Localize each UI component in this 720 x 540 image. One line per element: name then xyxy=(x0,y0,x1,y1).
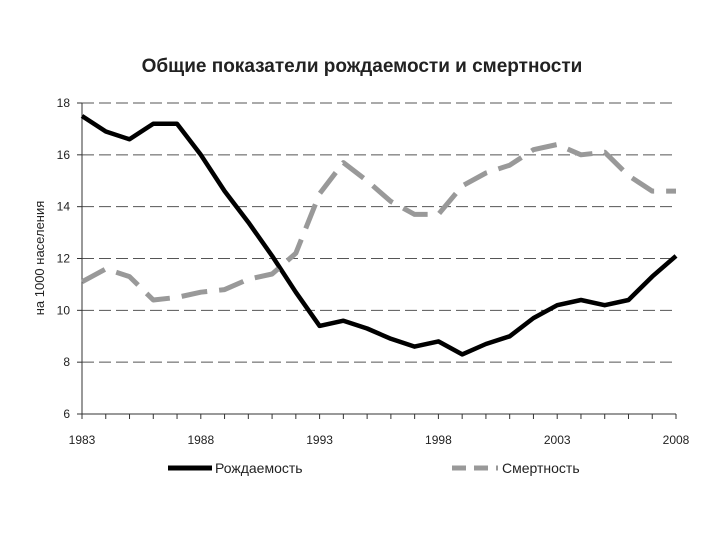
series-line-deaths xyxy=(80,142,676,303)
legend-label-deaths: Смертность xyxy=(502,460,580,476)
y-axis-label: на 1000 населения xyxy=(32,201,47,316)
series-line-births xyxy=(80,114,678,357)
x-tick-label: 1988 xyxy=(187,433,214,447)
legend-label-births: Рождаемость xyxy=(215,460,303,476)
y-tick-label: 18 xyxy=(57,96,71,110)
y-tick-label: 6 xyxy=(63,407,70,421)
gridlines xyxy=(82,102,676,363)
x-tick-label: 2008 xyxy=(663,433,690,447)
tick-labels: 6 8 10 12 14 16 18 1983 1988 1993 1998 2003 2008 xyxy=(57,96,690,447)
x-tick-label: 1983 xyxy=(69,433,96,447)
axes xyxy=(77,102,677,419)
chart-title: Общие показатели рождаемости и смертност… xyxy=(142,56,583,77)
y-tick-label: 14 xyxy=(57,200,71,214)
legend: Рождаемость Смертность xyxy=(168,460,580,476)
y-tick-label: 12 xyxy=(57,252,71,266)
y-tick-label: 16 xyxy=(57,148,71,162)
x-tick-label: 2003 xyxy=(544,433,571,447)
x-tick-label: 1998 xyxy=(425,433,452,447)
y-tick-label: 10 xyxy=(57,303,71,317)
y-tick-label: 8 xyxy=(63,355,70,369)
x-tick-label: 1993 xyxy=(306,433,333,447)
series-lines xyxy=(80,114,678,357)
